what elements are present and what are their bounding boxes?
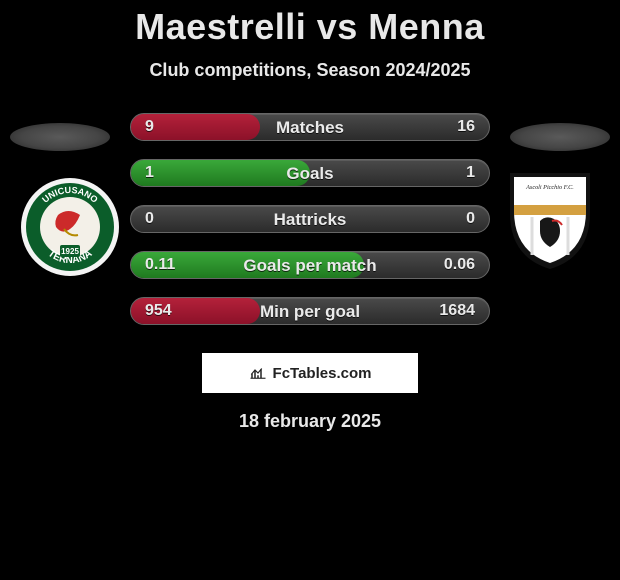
stat-value-right: 1 <box>466 164 475 182</box>
stat-value-right: 16 <box>457 118 475 136</box>
ternana-badge-icon: UNICUSANO TERNANA 1925 <box>20 167 120 287</box>
stat-label: Hattricks <box>131 210 489 230</box>
stat-row: Matches9 16 <box>130 113 490 141</box>
svg-text:1925: 1925 <box>61 247 79 256</box>
stat-value-left: 9 <box>145 118 154 136</box>
stat-label: Goals per match <box>131 256 489 276</box>
team-crest-right: Ascoli Picchio F.C. <box>500 165 600 285</box>
team-crest-left: UNICUSANO TERNANA 1925 <box>20 167 120 287</box>
stat-row: Min per goal954 1684 <box>130 297 490 325</box>
stat-label: Min per goal <box>131 302 489 322</box>
stat-row: Hattricks0 0 <box>130 205 490 233</box>
comparison-card: Maestrelli vs Menna Club competitions, S… <box>0 0 620 580</box>
stat-row: Goals1 1 <box>130 159 490 187</box>
chart-icon <box>249 366 267 380</box>
stat-value-left: 0.11 <box>145 256 175 274</box>
comparison-arena: UNICUSANO TERNANA 1925 Ascoli Picchio F.… <box>0 105 620 337</box>
page-title: Maestrelli vs Menna <box>0 6 620 48</box>
svg-text:Ascoli Picchio F.C.: Ascoli Picchio F.C. <box>525 184 574 191</box>
stat-row: Goals per match0.11 0.06 <box>130 251 490 279</box>
stats-list: Matches9 16 Goals1 1 Hattricks0 0 Goals per ma… <box>130 113 490 343</box>
player-shadow-left <box>10 123 110 151</box>
stat-value-left: 1 <box>145 164 154 182</box>
stat-value-left: 0 <box>145 210 154 228</box>
stat-label: Matches <box>131 118 489 138</box>
stat-value-right: 0.06 <box>444 256 475 274</box>
player-shadow-right <box>510 123 610 151</box>
ascoli-badge-icon: Ascoli Picchio F.C. <box>500 165 600 275</box>
page-subtitle: Club competitions, Season 2024/2025 <box>0 60 620 81</box>
stat-value-right: 1684 <box>439 302 475 320</box>
date-text: 18 february 2025 <box>0 411 620 432</box>
attribution-text: FcTables.com <box>273 365 372 382</box>
stat-value-left: 954 <box>145 302 172 320</box>
stat-label: Goals <box>131 164 489 184</box>
attribution-box[interactable]: FcTables.com <box>202 353 418 393</box>
stat-value-right: 0 <box>466 210 475 228</box>
